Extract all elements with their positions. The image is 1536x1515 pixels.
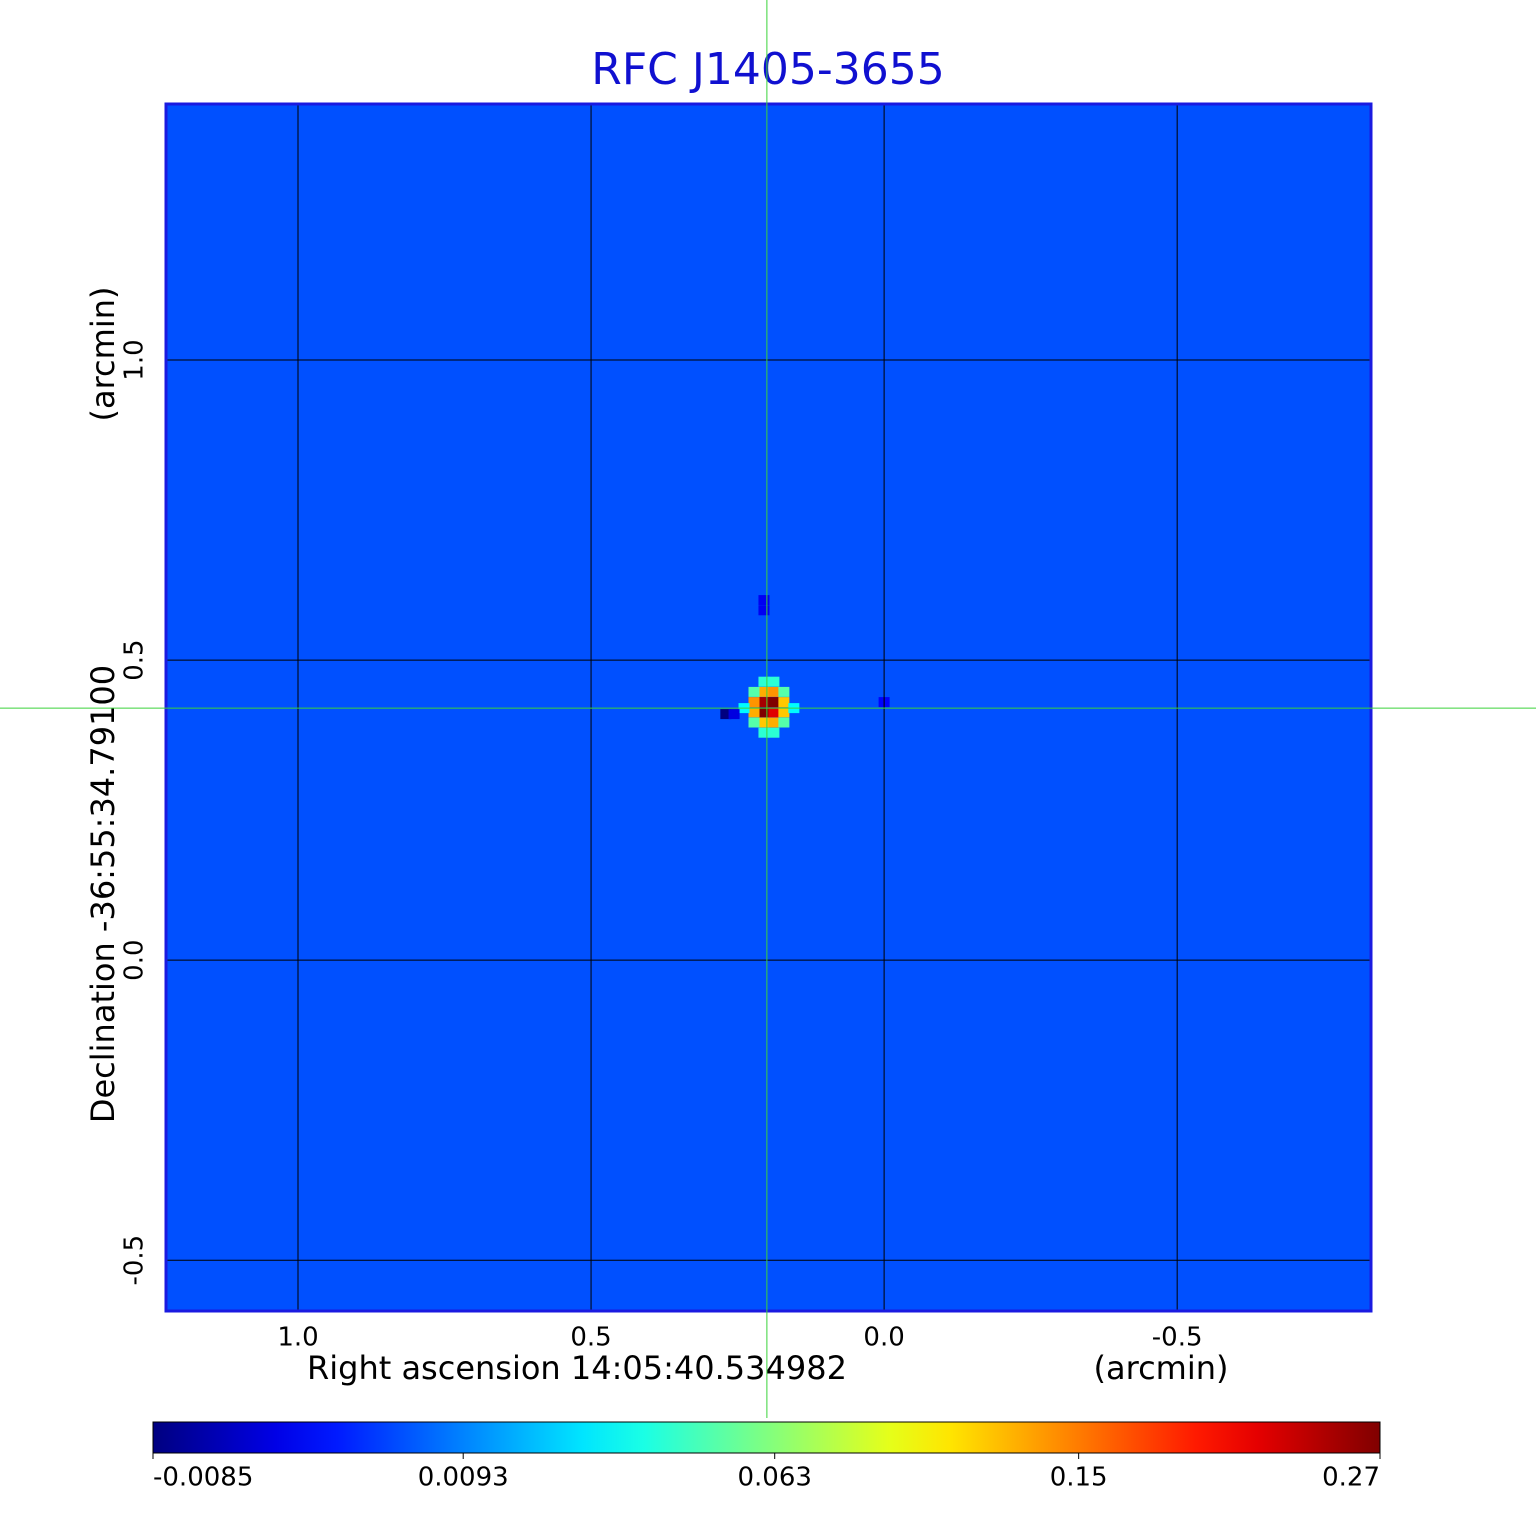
y-axis-unit: (arcmin) — [84, 287, 122, 422]
y-tick-label: 0.5 — [120, 639, 150, 680]
plot-frame — [164, 102, 1373, 1313]
x-axis-unit: (arcmin) — [1094, 1349, 1229, 1387]
image-pixel — [758, 605, 770, 616]
image-pixel — [748, 707, 760, 718]
image-pixel — [758, 676, 770, 687]
image-pixel — [778, 707, 790, 718]
x-tick-label: 0.5 — [570, 1323, 611, 1353]
y-tick-label: 1.0 — [120, 339, 150, 380]
x-tick-label: 0.0 — [863, 1323, 904, 1353]
image-pixel — [768, 697, 780, 708]
image-pixel — [778, 717, 790, 728]
x-axis-label: Right ascension 14:05:40.534982 — [307, 1349, 847, 1387]
chart-title: RFC J1405-3655 — [591, 44, 944, 95]
image-pixel — [748, 697, 760, 708]
x-tick-label: 1.0 — [277, 1323, 318, 1353]
image-pixel — [758, 697, 770, 708]
image-pixel — [758, 595, 770, 606]
y-tick-label: -0.5 — [120, 1235, 150, 1286]
image-pixel — [778, 686, 790, 697]
image-pixel — [768, 707, 780, 718]
y-axis-label: Declination -36:55:34.79100 — [84, 665, 122, 1123]
image-pixel — [758, 727, 770, 738]
colorbar-tick-label: 0.27 — [1322, 1463, 1380, 1493]
image-pixel — [768, 727, 780, 738]
colorbar — [152, 1421, 1381, 1454]
image-pixel — [758, 686, 770, 697]
colorbar-tick-label: 0.0093 — [418, 1463, 509, 1493]
image-pixel — [748, 686, 760, 697]
image-pixel — [758, 707, 770, 718]
colorbar-tick-label: -0.0085 — [153, 1463, 253, 1493]
image-pixel — [778, 697, 790, 708]
x-tick-label: -0.5 — [1152, 1323, 1203, 1353]
image-pixel — [768, 676, 780, 687]
y-tick-label: 0.0 — [120, 939, 150, 980]
colorbar-tick-label: 0.063 — [737, 1463, 811, 1493]
image-pixel — [768, 686, 780, 697]
image-pixel — [768, 717, 780, 728]
image-pixel — [758, 717, 770, 728]
image-pixel — [748, 717, 760, 728]
image-pixel — [720, 709, 732, 720]
image-pixel — [728, 709, 740, 720]
colorbar-tick-label: 0.15 — [1050, 1463, 1108, 1493]
